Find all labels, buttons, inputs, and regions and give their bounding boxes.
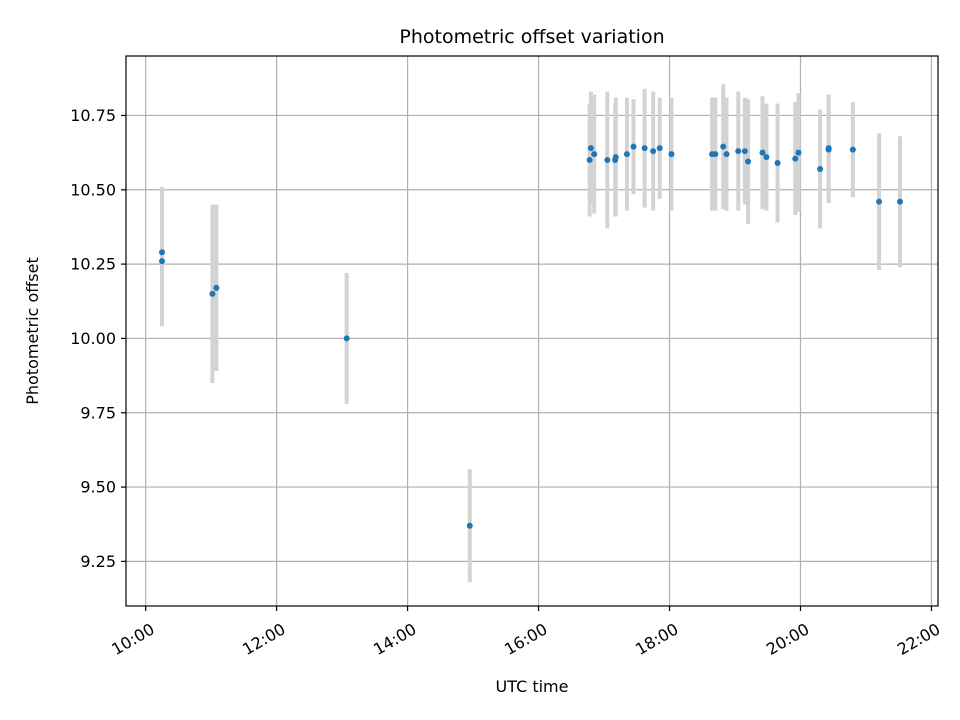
data-point [712, 151, 719, 158]
x-tick-label: 16:00 [501, 619, 550, 659]
data-point [343, 335, 350, 342]
plot-frame [125, 55, 939, 607]
data-point [720, 143, 727, 150]
data-point [876, 198, 883, 205]
y-axis-label: Photometric offset [23, 257, 42, 405]
grid [126, 56, 938, 606]
data-point [586, 157, 593, 164]
data-point [650, 148, 657, 155]
data-point [849, 146, 856, 153]
data-point [213, 284, 220, 291]
y-tick-label: 10.75 [70, 106, 116, 125]
y-tick-label: 9.75 [80, 403, 116, 422]
data-point [587, 145, 594, 152]
x-tick-label: 18:00 [632, 619, 681, 659]
data-point [741, 148, 748, 155]
data-point [795, 149, 802, 156]
y-tick-label: 9.25 [80, 552, 116, 571]
data-point [604, 157, 611, 164]
chart-title: Photometric offset variation [399, 26, 664, 48]
data-point [209, 290, 216, 297]
data-points [159, 143, 904, 529]
data-point [774, 160, 781, 167]
data-point [759, 149, 766, 156]
data-point [591, 151, 598, 158]
data-point [817, 165, 824, 172]
data-point [159, 249, 166, 256]
data-point [735, 148, 742, 155]
data-point [668, 151, 675, 158]
data-point [825, 145, 832, 152]
x-tick-label: 14:00 [370, 619, 419, 659]
data-point [623, 151, 630, 158]
data-point [897, 198, 904, 205]
error-bars [160, 84, 903, 583]
x-tick-label: 22:00 [894, 619, 943, 659]
data-point [656, 145, 663, 152]
ticks: 10:00 12:00 14:00 16:00 18:00 20:00 22:00 9.25 9… [70, 106, 943, 659]
data-point [763, 154, 770, 161]
x-tick-label: 20:00 [763, 619, 812, 659]
x-tick-label: 10:00 [108, 619, 157, 659]
data-point [641, 145, 648, 152]
y-tick-label: 9.50 [80, 478, 116, 497]
x-axis-label: UTC time [496, 677, 569, 696]
y-tick-label: 10.00 [70, 329, 116, 348]
data-point [792, 155, 799, 162]
data-point [466, 522, 473, 529]
data-point [159, 258, 166, 265]
data-point [630, 143, 637, 150]
data-point [723, 151, 730, 158]
y-tick-label: 10.50 [70, 180, 116, 199]
y-tick-label: 10.25 [70, 255, 116, 274]
data-point [612, 154, 619, 161]
x-tick-label: 12:00 [239, 619, 288, 659]
data-point [745, 158, 752, 165]
